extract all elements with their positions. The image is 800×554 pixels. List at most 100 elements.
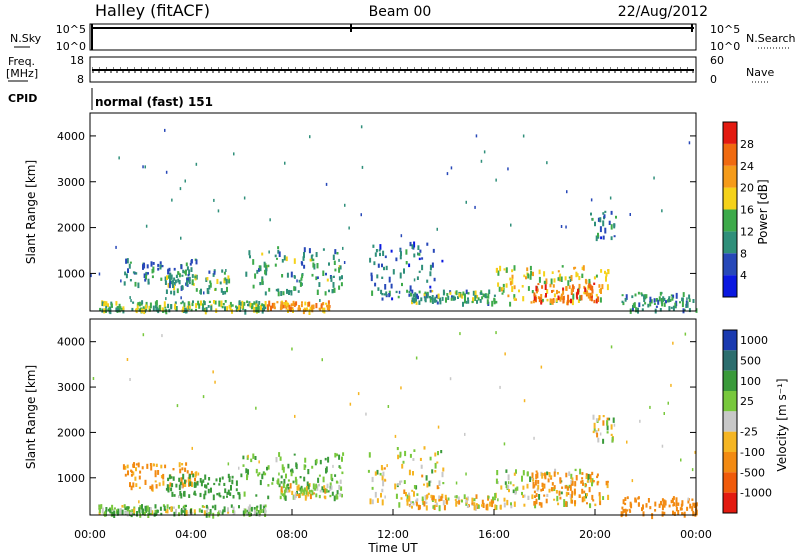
velocity-cell (232, 511, 235, 516)
velocity-cell (507, 485, 510, 489)
velocity-cell (465, 499, 468, 503)
velocity-cell (177, 504, 180, 509)
power-cell (668, 298, 670, 303)
power-cell (268, 250, 270, 254)
velocity-cell (223, 506, 226, 513)
power-cell (511, 286, 514, 292)
velocity-cell (291, 347, 293, 351)
velocity-cell (193, 483, 196, 487)
velocity-cell (202, 479, 205, 483)
velocity-cell (564, 485, 567, 489)
velocity-cell (606, 420, 609, 426)
power-cell (479, 299, 482, 303)
velocity-cell (286, 489, 289, 493)
velocity-cell (127, 470, 129, 476)
power-cell (222, 291, 225, 295)
velocity-cell (567, 492, 570, 495)
power-cell (144, 278, 147, 282)
power-cell (525, 276, 527, 280)
velocity-cell (321, 486, 324, 491)
velocity-cell (581, 477, 584, 480)
velocity-cell (330, 473, 333, 480)
velocity-cell (463, 494, 466, 500)
velocity-cell (660, 500, 662, 506)
power-cell (531, 290, 534, 294)
velocity-cell (571, 499, 574, 504)
power-cell (671, 297, 674, 301)
power-cell (379, 252, 381, 257)
velocity-cell (556, 472, 559, 475)
power-cell (613, 223, 616, 229)
velocity-colorbar-label: Velocity [m s⁻¹] (775, 378, 789, 471)
velocity-cell (624, 508, 627, 513)
power-cell (270, 305, 272, 312)
velocity-cell (692, 510, 695, 517)
power-cell (418, 252, 421, 256)
power-cell (277, 288, 280, 292)
velocity-cell (218, 483, 221, 486)
power-cell (214, 300, 217, 305)
power-cell (281, 259, 284, 263)
power-cell (220, 288, 223, 293)
power-cell (206, 288, 209, 294)
velocity-cell (663, 499, 666, 505)
velocity-cell (295, 463, 298, 470)
power-cell (175, 274, 178, 278)
velocity-cell (250, 458, 253, 463)
velocity-cell (661, 511, 664, 517)
power-cell (261, 303, 264, 307)
velocity-cell (475, 503, 478, 506)
velocity-cell (464, 432, 466, 436)
velocity-cell (247, 469, 249, 475)
velocity-cell (221, 476, 224, 480)
power-cell (254, 273, 257, 279)
velocity-cell (199, 492, 202, 498)
velocity-cell (473, 498, 476, 502)
power-cell (572, 286, 575, 290)
velocity-cell (533, 484, 536, 488)
velocity-cell (658, 503, 661, 508)
velocity-cell (512, 484, 515, 487)
velocity-cell (203, 510, 206, 516)
velocity-cell (190, 511, 193, 516)
power-cell (575, 271, 578, 278)
power-cell (328, 262, 330, 266)
velocity-cell (675, 502, 678, 507)
power-cell (568, 285, 571, 289)
power-cell (266, 304, 269, 310)
power-cell (584, 287, 587, 292)
velocity-cell (654, 509, 657, 512)
power-cell (567, 294, 570, 301)
velocity-cell (642, 511, 645, 517)
velocity-cell (610, 433, 613, 436)
velocity-cell (649, 506, 652, 510)
velocity-cell (538, 502, 541, 506)
velocity-cell (244, 508, 247, 514)
power-cell (384, 255, 387, 259)
power-cell (255, 300, 258, 305)
velocity-cell (111, 511, 114, 517)
velocity-cell (191, 481, 193, 487)
power-cell (221, 269, 224, 273)
power-cell (289, 306, 292, 312)
power-cell (322, 270, 325, 276)
power-cell (315, 303, 318, 309)
power-cell (174, 305, 176, 310)
velocity-cell (296, 485, 299, 491)
power-cell (476, 294, 479, 299)
power-cell (273, 306, 276, 310)
velocity-cell (503, 497, 506, 502)
power-cell (302, 256, 305, 261)
velocity-cell (255, 506, 258, 512)
velocity-cell (231, 475, 234, 479)
velocity-cell (290, 471, 293, 477)
velocity-cell (553, 485, 556, 490)
velocity-cell (546, 471, 549, 476)
power-cell (330, 276, 333, 282)
power-cell (513, 294, 516, 300)
power-cell (283, 302, 286, 306)
velocity-colorbar-segment (723, 411, 737, 432)
velocity-cell (150, 465, 153, 471)
velocity-cell (267, 484, 270, 487)
